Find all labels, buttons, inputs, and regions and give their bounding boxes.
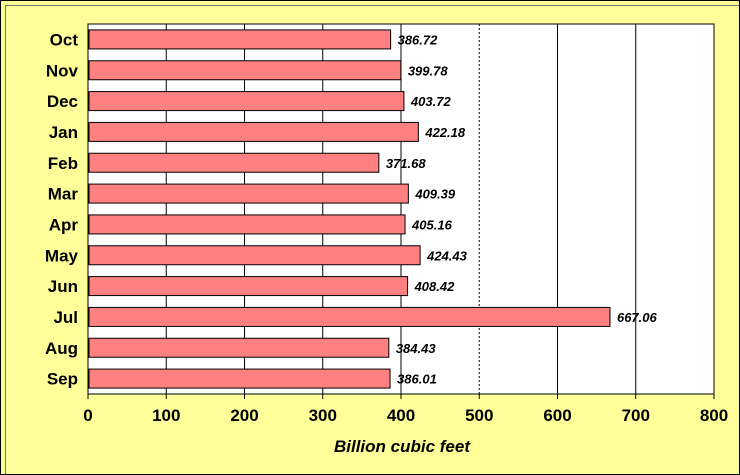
bar [88, 183, 409, 204]
gridlines [87, 24, 715, 399]
x-tick-labels: 0 100 200 300 400 500 600 700 800 [83, 406, 728, 425]
category-label: Feb [48, 154, 78, 173]
data-label: 371.68 [386, 156, 427, 171]
x-tick-label: 0 [83, 406, 92, 425]
bar [88, 245, 421, 266]
data-labels: 386.72 399.78 403.72 422.18 371.68 409.39 405.… [386, 32, 658, 386]
category-label: Sep [47, 370, 78, 389]
x-tick-label: 100 [152, 406, 180, 425]
data-label: 405.16 [411, 217, 453, 232]
data-label: 384.43 [396, 341, 437, 356]
category-labels: Oct Nov Dec Jan Feb Mar Apr May Jun Jul Aug Sep [45, 30, 79, 388]
bar [88, 91, 405, 112]
x-tick-label: 700 [622, 406, 650, 425]
bars [88, 29, 611, 389]
bar [88, 368, 391, 389]
data-label: 399.78 [408, 63, 449, 78]
category-label: Aug [45, 339, 78, 358]
x-tick-label: 200 [230, 406, 258, 425]
category-label: Nov [46, 61, 79, 80]
x-tick-label: 600 [543, 406, 571, 425]
category-label: Apr [49, 215, 79, 234]
data-label: 386.72 [398, 32, 439, 47]
bar [88, 60, 402, 81]
bar [88, 29, 392, 50]
bar [88, 306, 611, 327]
bar [88, 121, 419, 142]
data-label: 408.42 [414, 279, 456, 294]
x-tick-label: 800 [700, 406, 728, 425]
x-tick-label: 300 [309, 406, 337, 425]
x-axis-title: Billion cubic feet [334, 437, 471, 456]
data-label: 667.06 [617, 310, 658, 325]
data-label: 386.01 [397, 372, 437, 387]
bar [88, 337, 390, 358]
category-label: Dec [47, 92, 78, 111]
category-label: Jul [53, 308, 78, 327]
data-label: 409.39 [414, 187, 456, 202]
bar [88, 276, 409, 297]
data-label: 424.43 [426, 248, 468, 263]
category-label: Jun [48, 277, 78, 296]
data-label: 422.18 [424, 125, 466, 140]
data-label: 403.72 [410, 94, 452, 109]
x-tick-label: 400 [387, 406, 415, 425]
category-label: Jan [49, 123, 78, 142]
bar [88, 214, 406, 235]
x-tick-label: 500 [465, 406, 493, 425]
category-label: Oct [50, 30, 79, 49]
category-label: Mar [48, 185, 79, 204]
category-label: May [45, 246, 79, 265]
bar [88, 152, 380, 173]
